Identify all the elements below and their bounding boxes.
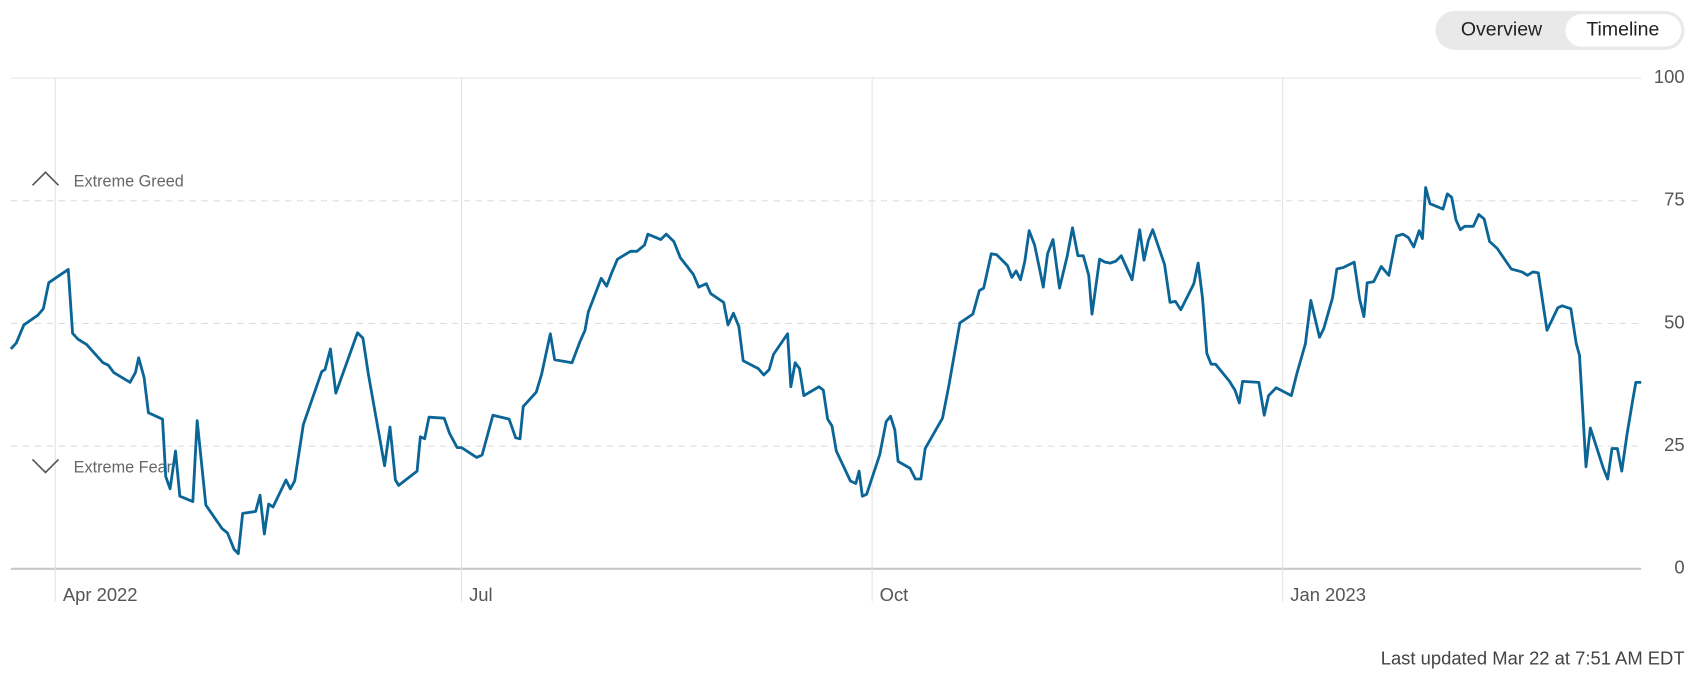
y-tick-label: 0 <box>1674 557 1684 578</box>
x-tick-label: Jan 2023 <box>1290 584 1366 605</box>
x-tick-label: Oct <box>880 584 909 605</box>
greed-chevron <box>31 171 60 186</box>
index-line <box>9 186 1642 556</box>
fear-chevron <box>31 458 60 474</box>
toggle-timeline[interactable]: Timeline <box>1586 19 1659 41</box>
view-toggle: Overview Timeline <box>1435 10 1685 50</box>
grid <box>10 77 1642 602</box>
greed-label: Extreme Greed <box>74 172 184 190</box>
toggle-overview[interactable]: Overview <box>1461 19 1543 41</box>
y-tick-label: 25 <box>1664 434 1684 455</box>
fear-label: Extreme Fear <box>74 458 173 476</box>
y-tick-label: 100 <box>1654 66 1685 87</box>
y-tick-label: 50 <box>1664 311 1684 332</box>
toggle-active-bg <box>1565 14 1682 47</box>
x-tick-label: Jul <box>469 584 493 605</box>
last-updated: Last updated Mar 22 at 7:51 AM EDT <box>1381 648 1685 669</box>
y-tick-label: 75 <box>1664 189 1684 210</box>
x-tick-label: Apr 2022 <box>63 584 138 605</box>
